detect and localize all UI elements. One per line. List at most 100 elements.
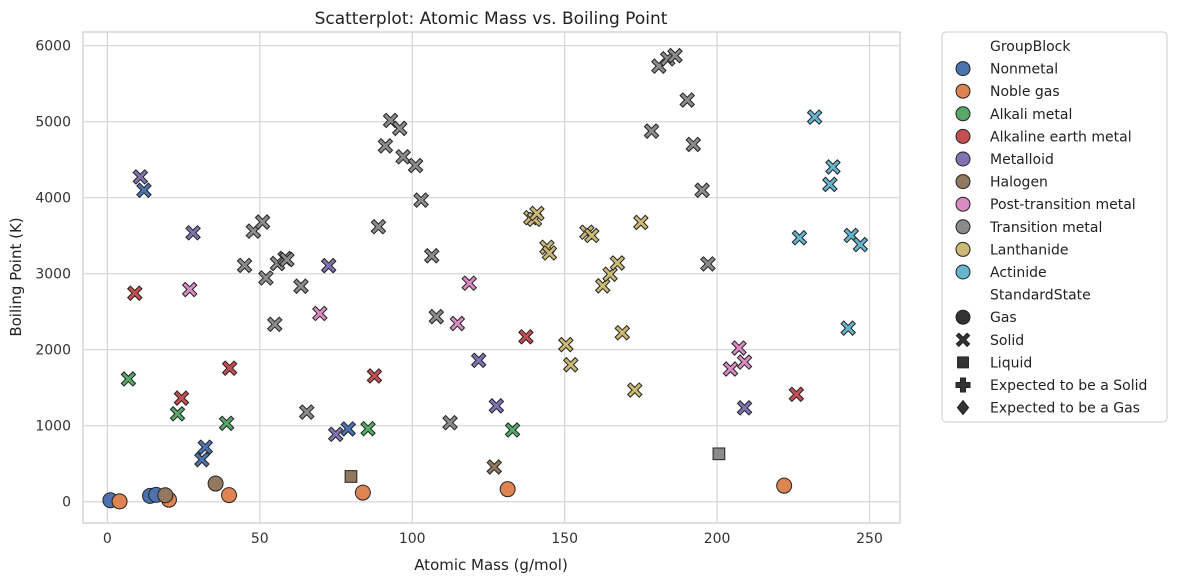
data-point xyxy=(157,487,174,504)
y-tick-label: 6000 xyxy=(35,39,71,55)
data-point xyxy=(293,278,309,295)
y-tick-label: 1000 xyxy=(35,419,71,435)
legend-marker xyxy=(955,264,971,280)
y-tick-label: 2000 xyxy=(35,343,71,359)
legend-hue-title: GroupBlock xyxy=(990,39,1071,55)
legend-label: Expected to be a Gas xyxy=(990,401,1140,417)
data-point xyxy=(185,224,201,241)
data-point xyxy=(377,138,394,154)
data-point xyxy=(266,316,283,333)
legend-frame xyxy=(941,31,1168,423)
data-point xyxy=(354,484,371,501)
plot-area xyxy=(82,31,901,524)
legend-label: Liquid xyxy=(990,355,1032,371)
x-tick-label: 200 xyxy=(704,531,731,547)
data-point xyxy=(722,361,739,377)
y-tick-label: 0 xyxy=(62,495,71,511)
data-point xyxy=(111,493,128,510)
legend-marker xyxy=(955,174,971,190)
data-point xyxy=(221,360,238,377)
data-point xyxy=(207,475,224,492)
data-point xyxy=(120,371,137,387)
data-point xyxy=(583,227,600,244)
data-point xyxy=(279,251,295,268)
legend-marker xyxy=(955,61,971,77)
data-point xyxy=(736,354,753,370)
legend-label: Lanthanide xyxy=(990,242,1068,258)
x-tick-label: 250 xyxy=(856,531,883,547)
legend-label: Solid xyxy=(990,333,1024,349)
data-point xyxy=(449,315,466,332)
x-tick-label: 100 xyxy=(399,531,426,547)
data-point xyxy=(258,270,274,286)
data-point xyxy=(518,328,534,345)
data-point xyxy=(529,205,545,222)
data-point xyxy=(344,470,358,483)
y-tick-label: 5000 xyxy=(35,115,71,131)
data-point xyxy=(541,245,558,261)
legend-marker xyxy=(956,399,970,416)
data-point xyxy=(700,256,716,272)
data-point xyxy=(791,229,808,246)
data-point xyxy=(562,356,579,373)
data-point xyxy=(366,368,383,384)
data-points xyxy=(102,47,869,510)
data-point xyxy=(136,182,152,199)
data-point xyxy=(173,390,190,406)
x-tick-labels: 0 50 100 150 200 250 xyxy=(103,531,883,547)
data-point xyxy=(221,487,238,504)
legend-marker xyxy=(955,332,971,348)
y-tick-label: 4000 xyxy=(35,191,71,207)
legend-marker xyxy=(955,83,971,99)
data-point xyxy=(504,422,521,438)
data-point xyxy=(413,192,429,208)
data-point xyxy=(806,109,823,125)
data-point xyxy=(254,214,271,230)
legend-marker xyxy=(955,309,971,325)
data-point xyxy=(822,176,838,193)
data-point xyxy=(298,404,315,420)
data-point xyxy=(236,257,253,274)
legend-label: Alkali metal xyxy=(990,107,1072,123)
legend-marker xyxy=(955,219,971,235)
data-point xyxy=(558,336,574,353)
data-point xyxy=(712,447,726,461)
data-point xyxy=(840,320,857,336)
data-point xyxy=(360,420,376,437)
data-point xyxy=(667,47,683,64)
data-point xyxy=(218,415,235,432)
legend-label: Metalloid xyxy=(990,152,1054,168)
legend-style-title: StandardState xyxy=(990,288,1091,304)
y-tick-labels: 0 1000 2000 3000 4000 5000 6000 xyxy=(35,39,71,511)
data-point xyxy=(499,481,516,498)
data-point xyxy=(643,123,660,139)
data-point xyxy=(694,182,710,199)
legend-label: Gas xyxy=(990,310,1017,326)
data-point xyxy=(731,340,747,356)
data-point xyxy=(320,257,337,274)
data-point xyxy=(470,352,487,369)
data-point xyxy=(486,459,503,475)
data-point xyxy=(626,382,643,398)
data-point xyxy=(169,406,186,422)
data-point xyxy=(788,386,805,403)
legend-marker xyxy=(955,377,971,393)
legend-label: Noble gas xyxy=(990,84,1060,100)
data-point xyxy=(407,157,424,174)
data-point xyxy=(679,92,696,108)
chart-title: Scatterplot: Atomic Mass vs. Boiling Poi… xyxy=(315,9,668,29)
data-point xyxy=(685,136,702,153)
legend-label: Expected to be a Solid xyxy=(990,378,1147,394)
legend-marker xyxy=(955,151,971,167)
legend-label: Alkaline earth metal xyxy=(990,129,1132,145)
data-point xyxy=(614,324,631,341)
data-point xyxy=(776,477,793,494)
y-tick-label: 3000 xyxy=(35,267,71,283)
data-point xyxy=(442,414,458,431)
legend-marker xyxy=(955,106,971,122)
x-tick-label: 50 xyxy=(251,531,269,547)
legend-marker xyxy=(955,128,971,144)
data-point xyxy=(736,400,753,416)
data-point xyxy=(197,439,214,455)
